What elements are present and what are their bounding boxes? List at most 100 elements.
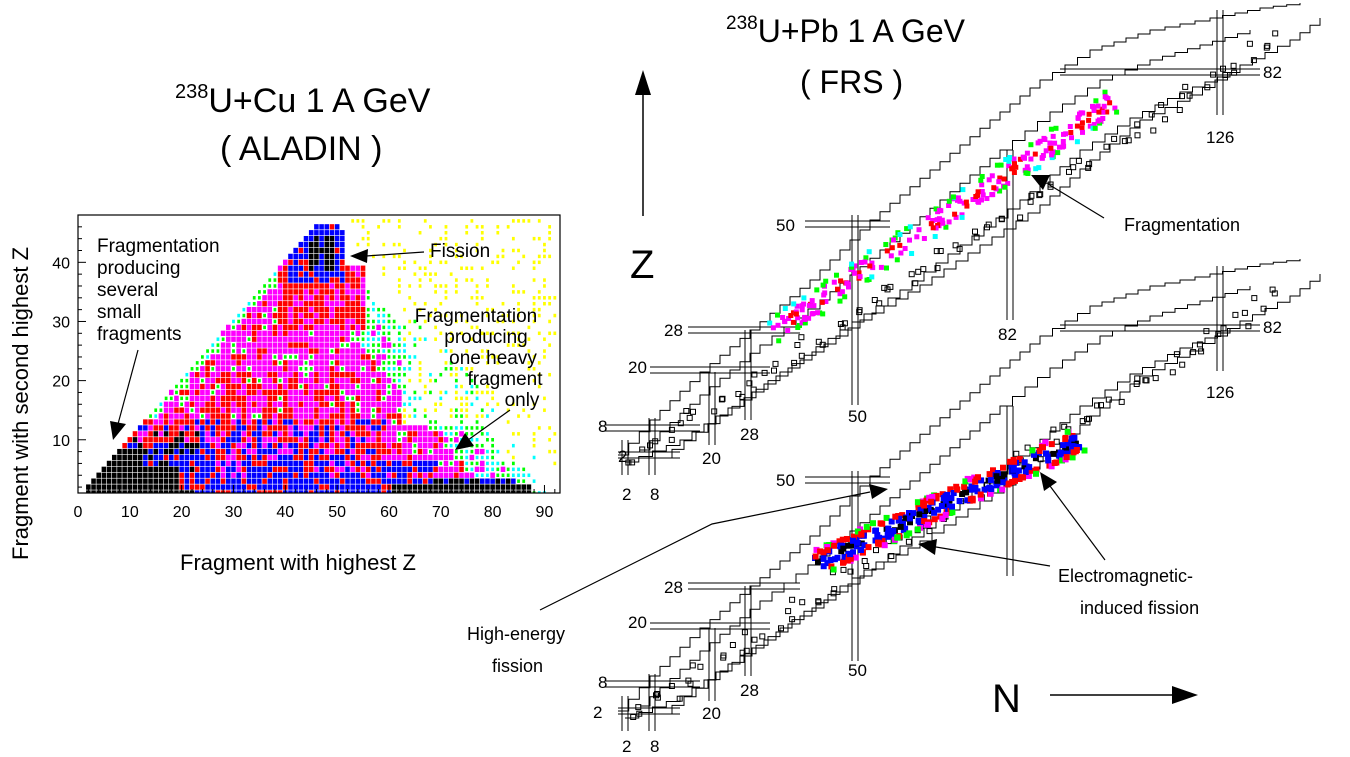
heatmap-cell (267, 472, 273, 478)
fragmentation-cell (822, 290, 828, 296)
heatmap-cell (381, 336, 387, 342)
fragmentation-cell (1053, 125, 1059, 131)
heatmap-cell (334, 354, 340, 360)
heatmap-cell (403, 402, 406, 407)
isotope-square (1121, 138, 1128, 145)
heatmap-cell (480, 426, 484, 430)
heatmap-cell (324, 431, 330, 437)
heatmap-cell (241, 431, 247, 437)
heatmap-cell (137, 466, 143, 472)
heatmap-cell (184, 431, 190, 437)
heatmap-cell (480, 296, 484, 300)
heatmap-cell (345, 460, 350, 467)
fragmentation-cell (767, 320, 773, 326)
fission-cell (949, 503, 955, 510)
fragmentation-cell (994, 162, 1000, 168)
heatmap-cell (319, 431, 324, 437)
heatmap-cell (386, 448, 392, 455)
heatmap-cell (184, 413, 190, 419)
heatmap-cell (303, 354, 309, 360)
fragmentation-cell (955, 195, 961, 201)
heatmap-cell (371, 401, 376, 407)
heatmap-cell (299, 367, 303, 371)
fission-cell (820, 563, 827, 570)
heatmap-cell (163, 490, 169, 493)
heatmap-cell (308, 289, 314, 295)
heatmap-cell (319, 224, 324, 230)
heatmap-cell (511, 248, 515, 253)
fragmentation-cell (979, 182, 985, 188)
heatmap-cell (377, 343, 380, 347)
heatmap-cell (148, 437, 153, 443)
heatmap-cell (345, 354, 350, 360)
heatmap-cell (277, 306, 283, 313)
heatmap-cell (226, 413, 231, 419)
fragmentation-cell (1087, 123, 1093, 129)
heatmap-cell (324, 425, 330, 431)
upper-z-82: 82 (1263, 63, 1282, 82)
heatmap-cell (402, 454, 407, 461)
fragmentation-cell (785, 328, 791, 333)
heatmap-cell (454, 432, 458, 436)
heatmap-cell (314, 224, 319, 230)
fission-cell (847, 551, 853, 558)
fragmentation-cell (959, 214, 965, 220)
heatmap-cell (532, 443, 536, 448)
heatmap-cell (242, 349, 246, 353)
heatmap-cell (189, 466, 195, 472)
heatmap-cell (397, 432, 401, 436)
x-tick-label: 90 (536, 504, 554, 521)
fragmentation-cell (869, 260, 875, 266)
heatmap-cell (413, 343, 417, 347)
heatmap-cell (454, 490, 459, 493)
heatmap-cell (231, 336, 236, 342)
heatmap-cell (429, 313, 432, 318)
heatmap-cell (127, 454, 133, 461)
heatmap-cell (329, 372, 335, 378)
heatmap-cell (366, 307, 370, 312)
heatmap-cell (272, 454, 278, 461)
fission-cell (948, 495, 955, 502)
heatmap-cell (293, 247, 298, 254)
heatmap-cell (158, 466, 164, 472)
fission-cell (881, 542, 888, 549)
heatmap-cell (423, 272, 427, 276)
heatmap-cell (334, 342, 340, 348)
heatmap-cell (251, 318, 257, 325)
heatmap-cell (543, 296, 546, 300)
heatmap-cell (246, 419, 252, 425)
heatmap-cell (408, 319, 412, 324)
fragmentation-cell (791, 301, 797, 307)
heatmap-cell (412, 431, 418, 437)
isotope-square (1251, 295, 1258, 302)
heatmap-cell (215, 372, 221, 378)
heatmap-cell (308, 389, 314, 396)
heatmap-cell (365, 354, 371, 360)
he-fission-line2: fission (492, 656, 543, 676)
heatmap-cell (194, 478, 200, 484)
isotope-square (676, 695, 683, 702)
heatmap-cell (293, 448, 298, 455)
heatmap-cell (298, 259, 304, 265)
heatmap-cell (329, 230, 335, 236)
heatmap-cell (277, 277, 283, 283)
heatmap-cell (298, 448, 304, 455)
heatmap-cell (392, 349, 396, 353)
fragmentation-cell (980, 192, 986, 198)
heatmap-cell (350, 383, 355, 390)
heatmap-cell (365, 389, 371, 396)
heatmap-cell (101, 484, 107, 490)
heatmap-cell (371, 454, 376, 461)
heatmap-cell (246, 348, 252, 354)
heatmap-cell (246, 318, 252, 325)
heatmap-cell (127, 443, 133, 449)
fission-cell (1071, 434, 1078, 441)
heatmap-cell (308, 230, 314, 236)
fission-cell (848, 542, 854, 549)
isotope-square (741, 629, 748, 636)
isotope-square (1079, 418, 1086, 425)
fission-cell (858, 531, 865, 538)
heatmap-cell (387, 331, 391, 336)
fission-cell (861, 542, 868, 549)
heatmap-cell (319, 383, 324, 390)
